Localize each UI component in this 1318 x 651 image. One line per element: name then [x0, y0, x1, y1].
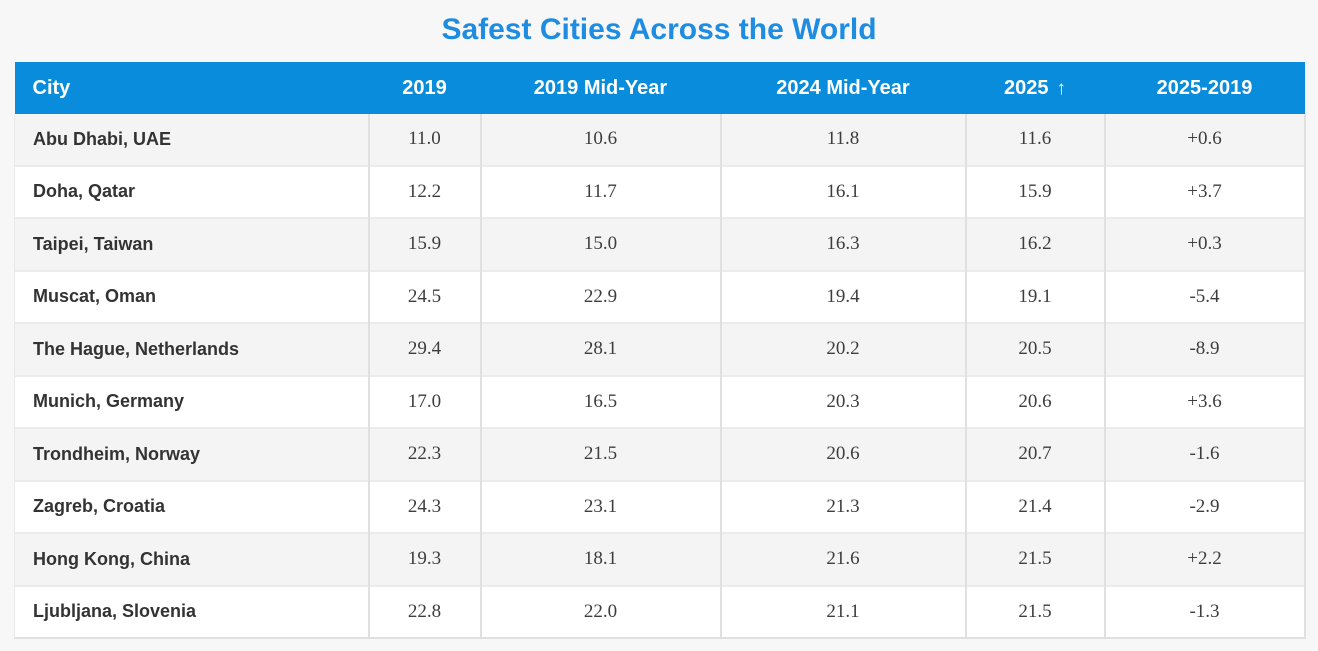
value-cell: 20.3 [719, 374, 966, 428]
table-row: The Hague, Netherlands 29.4 28.1 20.2 20.5 -8… [14, 322, 1306, 376]
value-cell: 11.8 [719, 114, 966, 166]
column-header-city[interactable]: City [14, 62, 369, 114]
value-cell: -8.9 [1103, 322, 1306, 376]
value-cell: 15.9 [964, 164, 1105, 218]
sort-ascending-icon: ↑ [1056, 77, 1067, 99]
city-cell: Zagreb, Croatia [14, 479, 369, 533]
value-cell: 17.0 [367, 374, 481, 428]
value-cell: 19.3 [367, 532, 481, 586]
value-cell: 24.5 [367, 269, 481, 323]
value-cell: 11.6 [964, 114, 1105, 166]
column-header-label: 2025 [1004, 76, 1049, 99]
column-header-2019[interactable]: 2019 [368, 62, 481, 114]
table-row: Muscat, Oman 24.5 22.9 19.4 19.1 -5.4 [14, 269, 1306, 323]
table-row: Hong Kong, China 19.3 18.1 21.6 21.5 +2.2 [14, 532, 1306, 586]
page-title: Safest Cities Across the World [441, 13, 877, 46]
value-cell: -2.9 [1103, 479, 1306, 533]
value-cell: 15.9 [367, 217, 481, 271]
value-cell: 21.6 [719, 532, 966, 586]
table-row: Trondheim, Norway 22.3 21.5 20.6 20.7 -1.6 [14, 427, 1306, 481]
table-row: Munich, Germany 17.0 16.5 20.3 20.6 +3.6 [14, 374, 1306, 428]
city-cell: The Hague, Netherlands [14, 322, 369, 376]
value-cell: 24.3 [367, 479, 481, 533]
value-cell: +0.6 [1103, 114, 1306, 166]
table-row: Abu Dhabi, UAE 11.0 10.6 11.8 11.6 +0.6 [14, 114, 1306, 166]
value-cell: -1.3 [1103, 584, 1306, 639]
value-cell: 16.5 [479, 374, 721, 428]
value-cell: 21.5 [964, 532, 1105, 586]
column-header-2025[interactable]: 2025 ↑ [965, 62, 1105, 114]
value-cell: 19.1 [964, 269, 1105, 323]
city-cell: Muscat, Oman [14, 269, 369, 323]
column-header-2025-2019[interactable]: 2025-2019 [1104, 62, 1305, 114]
city-cell: Ljubljana, Slovenia [14, 584, 369, 639]
header-row: City 2019 2019 Mid-Year 2024 Mid-Year 2025 ↑ 2… [14, 62, 1305, 114]
value-cell: +3.7 [1103, 164, 1306, 218]
value-cell: 28.1 [479, 322, 721, 376]
value-cell: 21.1 [719, 584, 966, 639]
value-cell: 16.1 [719, 164, 966, 218]
value-cell: -1.6 [1103, 427, 1306, 481]
value-cell: +2.2 [1103, 532, 1306, 586]
value-cell: 20.7 [964, 427, 1105, 481]
value-cell: 18.1 [479, 532, 721, 586]
city-cell: Trondheim, Norway [14, 427, 369, 481]
value-cell: 16.2 [964, 217, 1105, 271]
column-header-label: 2024 Mid-Year [776, 76, 910, 99]
value-cell: 21.5 [479, 427, 721, 481]
value-cell: 22.8 [367, 584, 481, 639]
value-cell: 20.6 [964, 374, 1105, 428]
city-cell: Taipei, Taiwan [14, 217, 369, 271]
value-cell: 22.9 [479, 269, 721, 323]
table-header: City 2019 2019 Mid-Year 2024 Mid-Year 2025 ↑ 2… [14, 62, 1305, 114]
value-cell: 10.6 [479, 114, 721, 166]
table-row: Doha, Qatar 12.2 11.7 16.1 15.9 +3.7 [14, 164, 1306, 218]
safest-cities-table: City 2019 2019 Mid-Year 2024 Mid-Year 2025 ↑ 2… [14, 62, 1306, 639]
city-cell: Doha, Qatar [14, 164, 369, 218]
column-header-label: 2025-2019 [1156, 76, 1253, 99]
city-cell: Munich, Germany [14, 374, 369, 428]
value-cell: -5.4 [1103, 269, 1306, 323]
value-cell: 20.6 [719, 427, 966, 481]
table-row: Taipei, Taiwan 15.9 15.0 16.3 16.2 +0.3 [14, 217, 1306, 271]
table-row: Zagreb, Croatia 24.3 23.1 21.3 21.4 -2.9 [14, 479, 1306, 533]
value-cell: 19.4 [719, 269, 966, 323]
value-cell: 20.2 [719, 322, 966, 376]
column-header-label: 2019 [402, 76, 447, 99]
value-cell: 21.4 [964, 479, 1105, 533]
value-cell: 29.4 [367, 322, 481, 376]
value-cell: 11.0 [367, 114, 481, 166]
value-cell: 12.2 [367, 164, 481, 218]
column-header-2019-mid-year[interactable]: 2019 Mid-Year [480, 62, 721, 114]
value-cell: 11.7 [479, 164, 721, 218]
column-header-label: City [32, 76, 71, 99]
value-cell: 15.0 [479, 217, 721, 271]
value-cell: 20.5 [964, 322, 1105, 376]
table-row: Ljubljana, Slovenia 22.8 22.0 21.1 21.5 -1.3 [14, 584, 1306, 639]
value-cell: 21.5 [964, 584, 1105, 639]
value-cell: 16.3 [719, 217, 966, 271]
column-header-2024-mid-year[interactable]: 2024 Mid-Year [720, 62, 966, 114]
value-cell: +3.6 [1103, 374, 1306, 428]
value-cell: 23.1 [479, 479, 721, 533]
city-cell: Abu Dhabi, UAE [14, 114, 369, 166]
value-cell: 22.3 [367, 427, 481, 481]
column-header-label: 2019 Mid-Year [533, 76, 668, 99]
value-cell: 22.0 [479, 584, 721, 639]
value-cell: 21.3 [719, 479, 966, 533]
value-cell: +0.3 [1103, 217, 1306, 271]
table-body: Abu Dhabi, UAE 11.0 10.6 11.8 11.6 +0.6 Doha, … [14, 114, 1306, 639]
city-cell: Hong Kong, China [14, 532, 369, 586]
